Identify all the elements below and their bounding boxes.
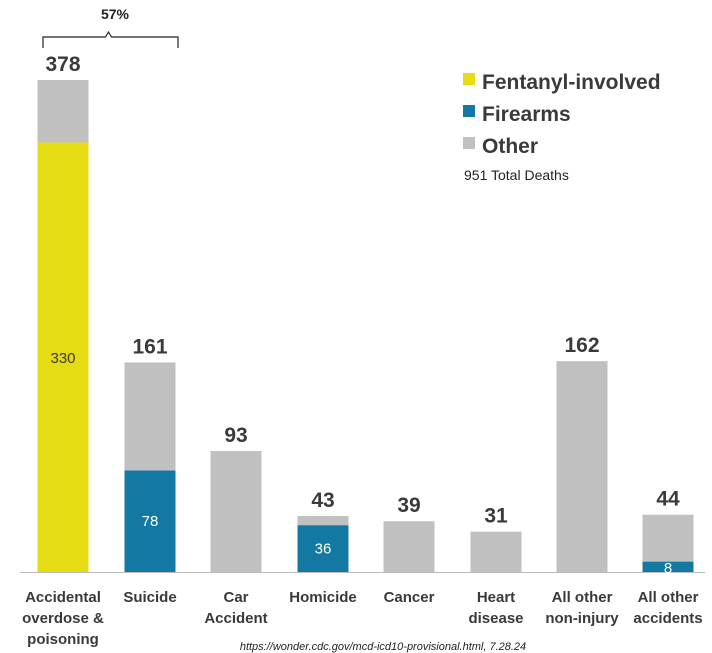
category-label: Heart	[477, 589, 515, 606]
bar-segment-other	[297, 516, 349, 526]
bar-total-label: 93	[224, 424, 247, 447]
category-label: Homicide	[289, 589, 357, 606]
legend-swatch	[463, 105, 475, 117]
bar-segment-other	[210, 450, 262, 572]
category-label: Car	[223, 589, 248, 606]
bar-total-label: 44	[656, 488, 680, 511]
source-citation: https://wonder.cdc.gov/mcd-icd10-provisi…	[240, 641, 526, 653]
category-label: Suicide	[123, 589, 176, 606]
category-label: non-injury	[545, 610, 619, 627]
category-label: Accidental	[25, 589, 101, 606]
segment-value-label: 8	[664, 560, 672, 577]
bar-segment-firearms	[297, 525, 349, 572]
bar-segment-other	[556, 361, 608, 572]
bar-total-label: 378	[45, 53, 80, 76]
bar-segment-firearms	[124, 470, 176, 572]
bar-total-label: 31	[484, 505, 508, 528]
category-label: All other	[552, 589, 613, 606]
legend: Fentanyl-involved Firearms Other	[463, 71, 661, 158]
bracket-line	[42, 30, 179, 48]
bar-total-label: 162	[564, 334, 599, 357]
bars-layer	[37, 80, 694, 572]
legend-label: Fentanyl-involved	[482, 71, 661, 94]
category-label: overdose &	[22, 610, 104, 627]
category-label: All other	[638, 589, 699, 606]
segment-value-label: 36	[315, 541, 332, 558]
category-label: poisoning	[27, 631, 99, 648]
legend-swatch	[463, 137, 475, 149]
bar-total-label: 161	[132, 335, 167, 358]
segment-value-label: 330	[50, 350, 75, 367]
category-label: accidents	[633, 610, 702, 627]
bar-segment-other	[37, 80, 89, 143]
category-label: Accident	[204, 610, 267, 627]
labels-layer: 330 378 Accidental overdose & poisoning 78 161…	[22, 53, 702, 648]
category-label: disease	[468, 610, 523, 627]
legend-swatch	[463, 73, 475, 85]
legend-label: Firearms	[482, 103, 571, 126]
bar-segment-fentanyl-involved	[37, 142, 89, 572]
bar-total-label: 39	[397, 494, 420, 517]
bar-total-label: 43	[311, 489, 334, 512]
bracket-percent-label: 57%	[101, 6, 130, 22]
bar-segment-other	[383, 521, 435, 572]
legend-label: Other	[482, 135, 538, 158]
bar-segment-other	[470, 531, 522, 572]
bar-segment-other	[124, 362, 176, 471]
bar-segment-other	[642, 514, 694, 562]
total-deaths-note: 951 Total Deaths	[464, 167, 569, 183]
bar-segment-firearms	[642, 561, 694, 572]
percentage-bracket: 57%	[42, 6, 179, 48]
segment-value-label: 78	[142, 513, 159, 530]
category-label: Cancer	[384, 589, 435, 606]
